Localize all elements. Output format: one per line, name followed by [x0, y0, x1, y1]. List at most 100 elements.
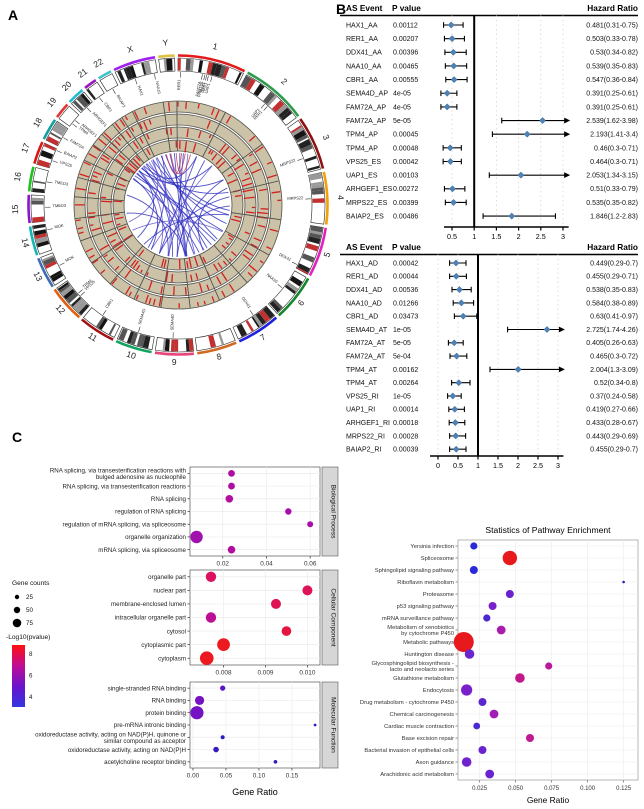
as-event: FAM72A_AP [346, 118, 386, 125]
pathway-dot [470, 542, 478, 550]
go-xaxis-title: Gene Ratio [232, 787, 278, 797]
p-value: 0.00044 [393, 274, 418, 281]
circos-histogram-bar [185, 102, 187, 109]
circos-histogram-bar [114, 122, 122, 131]
go-term-label: oxidoreductase activity, acting on NAD(P… [68, 747, 186, 754]
circos-histogram-bar [139, 137, 144, 144]
circos-histogram-bar [213, 263, 219, 272]
circos-histogram-bar [88, 216, 95, 219]
axis-tick: 1 [472, 232, 476, 241]
pathway-label: Glutathione metabolism [393, 676, 454, 682]
p-value: 1e-05 [393, 327, 411, 334]
hr-label: 0.443(0.29-0.69) [586, 433, 638, 440]
chromosome-label: 17 [19, 142, 32, 155]
circos-histogram-bar [221, 290, 226, 298]
gene-label: TMED3 [54, 179, 69, 186]
circos-histogram-bar [269, 228, 278, 232]
circos-histogram-bar [220, 271, 228, 282]
circos-histogram-bar [75, 219, 81, 222]
pathway-dot [622, 580, 625, 584]
hr-label: 2.725(1.74-4.26) [586, 327, 638, 334]
as-event: ARHGEF1_RI [346, 420, 390, 427]
forest-row: DDX41_AD 0.00536 0.538(0.35-0.83) [346, 286, 638, 294]
circos-histogram-bar [90, 224, 94, 227]
chromosome-arc [154, 351, 195, 356]
circos-histogram-bar [216, 276, 222, 285]
pathway-dot [453, 632, 474, 652]
pathway-label: Arachidonic acid metabolism [380, 772, 454, 778]
circos-histogram-bar [242, 182, 253, 187]
hr-label: 0.481(0.31-0.75) [586, 22, 638, 29]
circos-link [175, 152, 192, 175]
pathway-axis-tick: 0.125 [616, 786, 632, 792]
go-dot [194, 695, 205, 706]
hr-label: 0.46(0.3-0.71) [594, 145, 638, 152]
hr-label: 0.547(0.36-0.84) [586, 77, 638, 84]
circos-histogram-bar [256, 216, 268, 219]
go-term-label: cytoplasmic part [141, 642, 186, 649]
circos-histogram-bar [132, 158, 141, 167]
hr-marker [451, 405, 459, 413]
chromosome-arc [27, 194, 31, 224]
circos-histogram-bar [244, 172, 249, 175]
facet-strip-label: Biological Process [330, 485, 337, 540]
chromosome-label: 13 [32, 270, 45, 283]
pathway-xaxis-title: Gene Ratio [527, 795, 570, 805]
p-value: 0.00042 [393, 159, 418, 166]
circos-histogram-bar [259, 188, 267, 192]
circos-link [126, 194, 169, 257]
hr-label: 0.455(0.29-0.71) [586, 274, 638, 281]
chromosome-ideogram [86, 81, 105, 101]
circos-histogram-bar [111, 277, 118, 285]
pathway-dot [502, 550, 518, 566]
circos-link [128, 159, 159, 223]
pathway-dot [464, 649, 475, 659]
circos-link [143, 213, 230, 245]
pathway-label: Base excision repair [402, 736, 454, 742]
as-event: NAA10_AD [346, 300, 382, 307]
hr-marker [446, 158, 454, 165]
p-value: 0.00465 [393, 63, 418, 70]
arrow-cap [564, 172, 571, 179]
as-event: HAX1_AA [346, 22, 378, 29]
circos-histogram-bar [165, 270, 169, 282]
go-dot [302, 585, 313, 596]
circos-histogram-bar [249, 161, 258, 167]
chromosome-label: 6 [295, 298, 306, 308]
p-value: 0.00536 [393, 287, 418, 294]
circos-histogram-bar [110, 239, 116, 244]
circos-histogram-bar [271, 191, 281, 194]
go-dot [227, 545, 236, 554]
go-dot [220, 685, 226, 691]
panel-label-b: B [336, 1, 347, 17]
go-term-label: pre-mRNA intronic binding [114, 722, 187, 729]
circos-histogram-bar [214, 110, 220, 120]
circos-histogram-bar [85, 247, 94, 253]
p-value: 5e-05 [393, 118, 411, 125]
circos-histogram-bar [114, 213, 120, 216]
circos-histogram-bar [259, 260, 264, 264]
hr-label: 0.53(0.34-0.82) [590, 50, 638, 57]
circos-histogram-bar [243, 196, 255, 200]
circos-histogram-bar [250, 243, 258, 249]
forest-header-event: AS Event [346, 242, 383, 252]
go-dot [213, 746, 219, 753]
circos-histogram-bar [218, 143, 227, 154]
hr-marker [448, 35, 456, 43]
circos-histogram-bar [198, 131, 202, 139]
forest-plots: AS Event P value Hazard Ratio HAX1_AA 0.0011… [340, 3, 638, 470]
hr-label: 0.391(0.25-0.61) [586, 104, 638, 111]
hr-marker [449, 48, 457, 56]
axis-tick: 0.5 [453, 461, 463, 470]
forest-row: MRPS22_RI 0.00028 0.443(0.29-0.69) [346, 432, 638, 440]
go-term-label: intracellular organelle part [115, 615, 186, 622]
circos-histogram-bar [206, 120, 211, 129]
hr-label: 0.433(0.28-0.67) [586, 420, 638, 427]
go-facet: organelle part nuclear part membrane-enclo… [111, 569, 339, 677]
pathway-label: Proteasome [423, 592, 454, 598]
pathway-label: by cytochrome P450 [401, 631, 454, 637]
chromosome-label: 15 [10, 204, 20, 214]
as-event: HAX1_AD [346, 260, 378, 267]
go-axis-tick: 0.10 [253, 773, 266, 780]
forest-row: TPM4_AT 0.00264 0.52(0.34-0.8) [346, 379, 638, 387]
